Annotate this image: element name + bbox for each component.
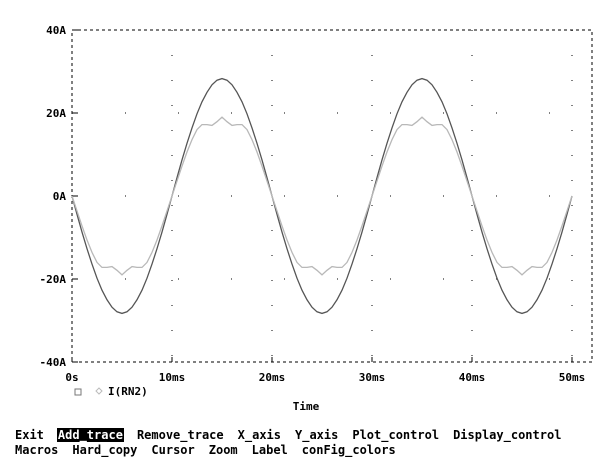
plot-frame <box>71 29 593 363</box>
x-tick-label: 50ms <box>559 371 586 384</box>
trace-i-rn2-line <box>71 116 573 276</box>
grid <box>72 30 592 362</box>
menu-item-label[interactable]: Label <box>251 443 288 457</box>
menu-item-zoom[interactable]: Zoom <box>208 443 238 457</box>
series-group <box>71 77 573 315</box>
x-axis-label: Time <box>293 400 320 413</box>
y-tick-label: 20A <box>46 107 66 120</box>
x-tick-label: 0s <box>65 371 78 384</box>
menu-item-y-axis[interactable]: Y_axis <box>295 428 339 442</box>
menu-item-display-control[interactable]: Display_control <box>453 428 562 442</box>
menu-item-hard-copy[interactable]: Hard_copy <box>72 443 138 457</box>
menu-bar-row-1: Exit Add_trace Remove_trace X_axis Y_axis Plo… <box>14 428 574 442</box>
menu-item-plot-control[interactable]: Plot_control <box>352 428 440 442</box>
legend-label: I(RN2) <box>108 385 148 398</box>
menu-item-add-trace[interactable]: Add_trace <box>56 428 124 442</box>
x-tick-label: 40ms <box>459 371 486 384</box>
x-tick-label: 20ms <box>259 371 286 384</box>
menu-item-config-colors[interactable]: conFig_colors <box>301 443 396 457</box>
menu-item-macros[interactable]: Macros <box>15 443 59 457</box>
x-tick-label: 10ms <box>159 371 186 384</box>
y-tick-label: -40A <box>40 356 67 369</box>
trace-1-line <box>71 77 573 315</box>
x-tick-label: 30ms <box>359 371 386 384</box>
menu-item-remove-trace[interactable]: Remove_trace <box>136 428 224 442</box>
legend: I(RN2) <box>74 385 148 398</box>
menu-item-exit[interactable]: Exit <box>15 428 44 442</box>
menu-item-cursor[interactable]: Cursor <box>151 443 195 457</box>
y-tick-label: -20A <box>40 273 67 286</box>
diamond-marker <box>95 387 103 395</box>
square-marker <box>74 388 82 396</box>
menu-bar-row-2: Macros Hard_copy Cursor Zoom Label conFig_col… <box>14 443 409 457</box>
menu-item-x-axis[interactable]: X_axis <box>237 428 281 442</box>
x-tick-labels: 0s 10ms 20ms 30ms 40ms 50ms <box>65 371 585 384</box>
y-tick-label: 40A <box>46 24 66 37</box>
tick-marks <box>71 29 573 363</box>
y-tick-labels: -40A -20A 0A 20A 40A <box>40 24 67 369</box>
y-tick-label: 0A <box>53 190 67 203</box>
